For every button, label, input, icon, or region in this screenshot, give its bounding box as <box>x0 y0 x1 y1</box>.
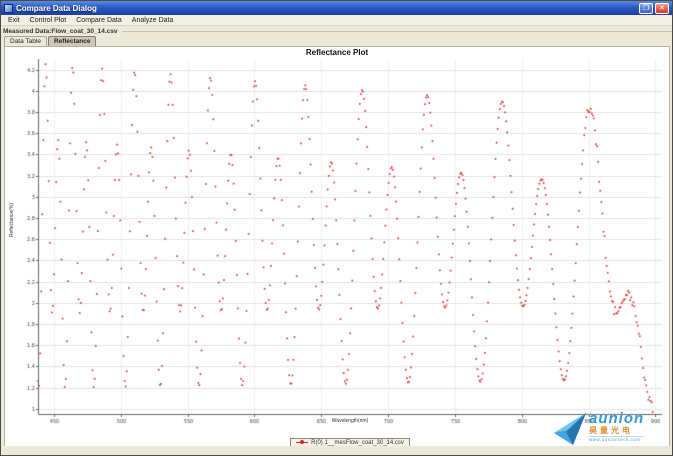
measured-data-header: Measured Data:Flow_coat_30_14.csv <box>3 27 672 35</box>
tab-strip: Data Table Reflectance <box>4 35 97 46</box>
menu-exit[interactable]: Exit <box>8 16 20 24</box>
watermark-url: www.auniontech.com <box>589 436 645 442</box>
menu-analyze-data[interactable]: Analyze Data <box>131 16 174 24</box>
menu-control-plot[interactable]: Control Plot <box>29 16 67 24</box>
maximize-button[interactable]: ❐ <box>639 2 653 14</box>
paper-plane-icon <box>554 413 586 445</box>
legend-series-label: R(0) 1__mesFlow_coat_30_14.csv <box>311 440 404 446</box>
close-button[interactable]: ✕ <box>655 2 669 14</box>
group-rule <box>121 30 672 32</box>
x-axis-label: Wavelength(nm) <box>331 418 369 424</box>
plot-title: Reflectance Plot <box>305 48 369 57</box>
watermark-brand-cn: 昊量光电 <box>589 426 633 435</box>
legend-dot-icon <box>300 439 305 444</box>
menu-compare-data[interactable]: Compare Data <box>76 16 122 24</box>
watermark: aunion 昊量光电 www.auniontech.com <box>553 411 671 455</box>
tab-data-table[interactable]: Data Table <box>4 36 47 46</box>
y-axis-label: Reflectance(%) <box>9 202 15 238</box>
measured-data-label: Measured Data:Flow_coat_30_14.csv <box>3 27 118 35</box>
legend-series-marker <box>296 439 309 445</box>
reflectance-chart-canvas <box>5 57 671 429</box>
app-icon <box>4 3 13 13</box>
plot-panel: Reflectance Plot Reflectance(%) Waveleng… <box>4 46 671 448</box>
watermark-brand: aunion <box>589 410 645 427</box>
bottom-strip <box>1 446 672 455</box>
title-bar[interactable]: Compare Data Dialog ❐ ✕ <box>1 1 672 15</box>
menu-bar: Exit Control Plot Compare Data Analyze D… <box>1 15 672 26</box>
window-title: Compare Data Dialog <box>16 3 97 13</box>
tab-reflectance[interactable]: Reflectance <box>47 36 97 46</box>
